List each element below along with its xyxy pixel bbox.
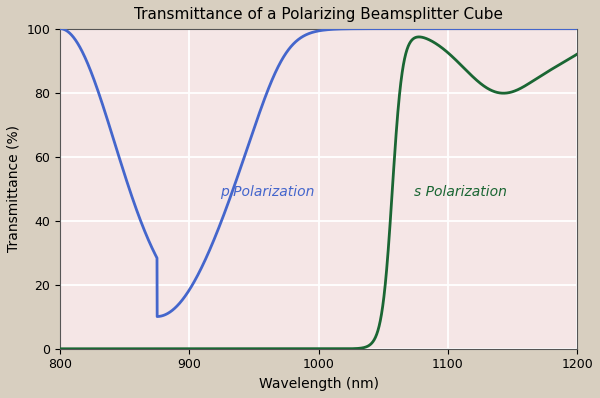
- Text: p Polarization: p Polarization: [220, 185, 314, 199]
- Text: s Polarization: s Polarization: [415, 185, 507, 199]
- Y-axis label: Transmittance (%): Transmittance (%): [7, 125, 21, 252]
- X-axis label: Wavelength (nm): Wavelength (nm): [259, 377, 379, 391]
- Title: Transmittance of a Polarizing Beamsplitter Cube: Transmittance of a Polarizing Beamsplitt…: [134, 7, 503, 22]
